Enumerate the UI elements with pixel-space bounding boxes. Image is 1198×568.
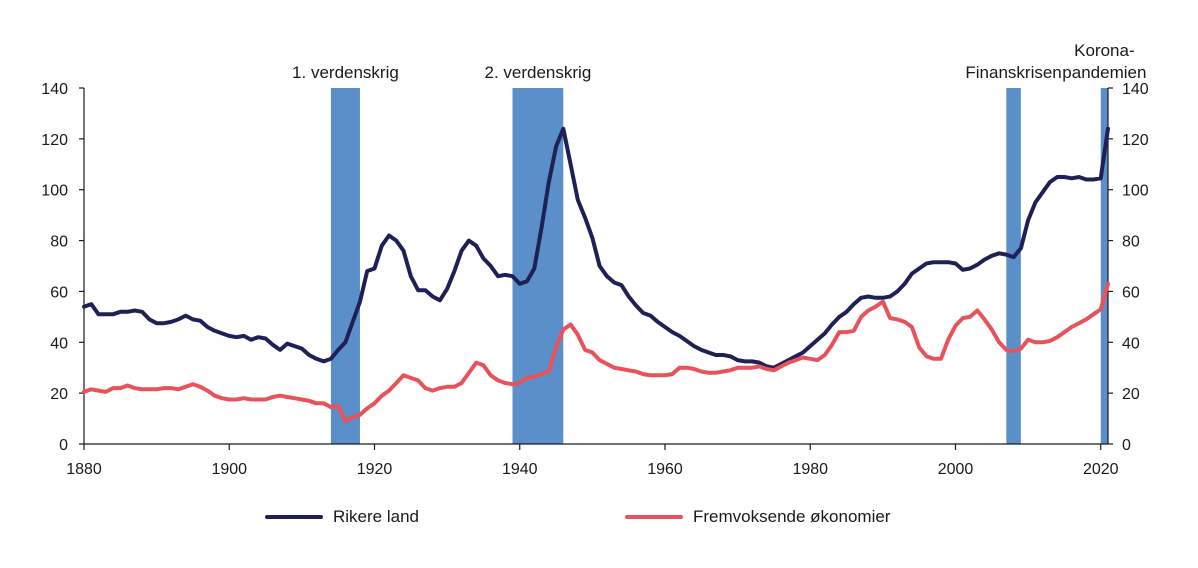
x-tick-label: 2020 — [1083, 461, 1119, 478]
shaded-period-label: Korona- — [1074, 41, 1134, 60]
shaded-period-label: 1. verdenskrig — [292, 63, 399, 82]
shaded-period-band — [512, 88, 564, 444]
x-tick-label: 1880 — [66, 461, 102, 478]
series-line-rikere-land — [82, 126, 1110, 370]
legend-swatch-rikere-land — [265, 515, 323, 519]
x-tick-label: 2000 — [938, 461, 974, 478]
shaded-period-label: Finanskrisen — [965, 63, 1061, 82]
shaded-periods — [330, 88, 1108, 444]
y-tick-label-right: 60 — [1122, 284, 1140, 301]
y-tick-label-right: 20 — [1122, 386, 1140, 403]
y-tick-label-right: 0 — [1122, 437, 1131, 454]
y-tick-label-right: 120 — [1122, 132, 1149, 149]
shaded-period-label: pandemien — [1062, 63, 1146, 82]
x-tick-label: 1980 — [792, 461, 828, 478]
y-tick-label-left: 0 — [59, 437, 68, 454]
y-tick-label-left: 40 — [50, 335, 68, 352]
legend-item-rikere-land: Rikere land — [265, 507, 419, 527]
shaded-period-band — [1100, 88, 1108, 444]
x-tick-label: 1920 — [357, 461, 393, 478]
y-tick-label-left: 120 — [41, 132, 68, 149]
legend-swatch-fremvoksende — [625, 515, 683, 519]
legend-label-rikere-land: Rikere land — [333, 507, 419, 526]
y-tick-label-left: 20 — [50, 386, 68, 403]
series-line-fremvoksende — [82, 281, 1110, 424]
y-tick-label-right: 80 — [1122, 234, 1140, 251]
x-tick-label: 1940 — [502, 461, 538, 478]
x-tick-label: 1900 — [211, 461, 247, 478]
shaded-period-labels: 1. verdenskrig 2. verdenskrig Finanskrisen… — [292, 41, 1146, 82]
legend-item-fremvoksende: Fremvoksende økonomier — [625, 507, 890, 527]
shaded-period-band — [1006, 88, 1021, 444]
y-tick-label-right: 100 — [1122, 183, 1149, 200]
data-series — [82, 126, 1110, 424]
x-tick-label: 1960 — [647, 461, 683, 478]
shaded-period-band — [330, 88, 360, 444]
y-tick-label-left: 80 — [50, 234, 68, 251]
y-tick-label-right: 40 — [1122, 335, 1140, 352]
y-tick-label-left: 100 — [41, 183, 68, 200]
legend-label-fremvoksende: Fremvoksende økonomier — [693, 507, 891, 526]
y-tick-label-left: 60 — [50, 284, 68, 301]
y-tick-label-left: 140 — [41, 81, 68, 98]
axes — [83, 88, 1109, 445]
shaded-period-label: 2. verdenskrig — [485, 63, 592, 82]
y-tick-label-right: 140 — [1122, 81, 1149, 98]
